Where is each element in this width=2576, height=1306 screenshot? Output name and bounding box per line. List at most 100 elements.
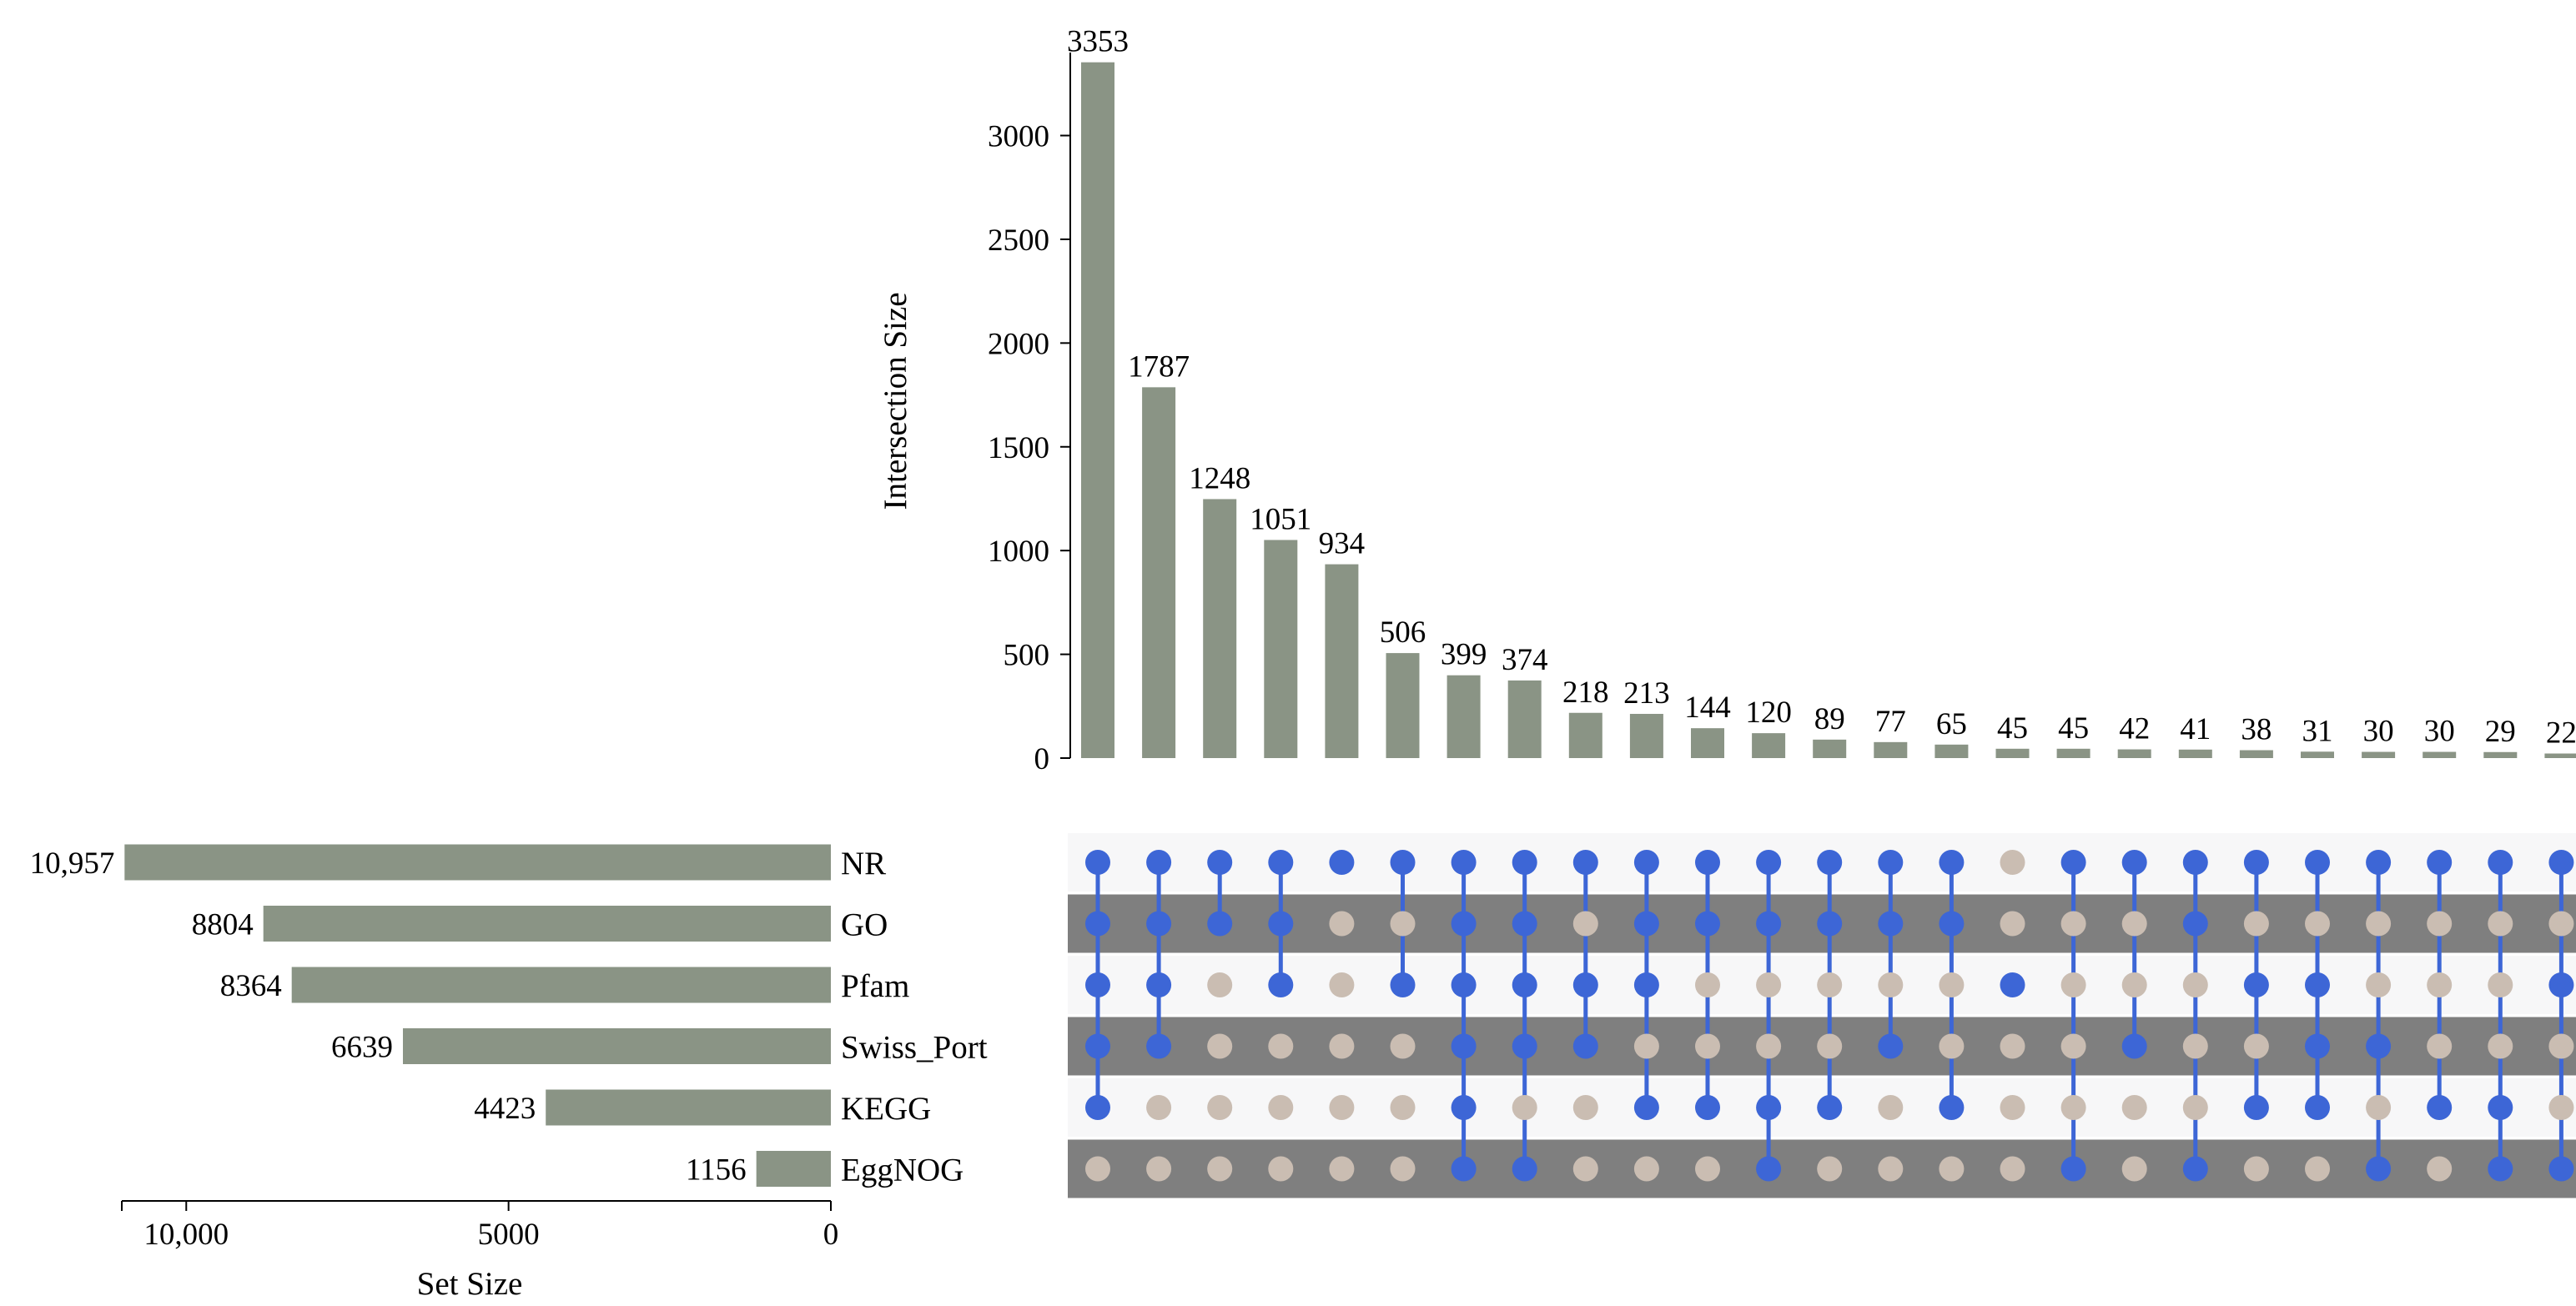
intersection-bar-label: 934 (1319, 527, 1366, 561)
matrix-dot-active (1633, 850, 1659, 875)
matrix-dot-inactive (1695, 1033, 1720, 1059)
matrix-background (1068, 833, 2576, 1198)
intersection-bar (1203, 499, 1237, 758)
matrix-dot-inactive (1695, 1156, 1720, 1182)
set-size-title: Set Size (417, 1266, 523, 1302)
matrix-dot-inactive (2121, 1156, 2147, 1182)
matrix-dot-active (1512, 1033, 1537, 1059)
matrix-dot-inactive (2488, 972, 2513, 997)
matrix-dot-active (1451, 850, 1477, 875)
matrix-dot-inactive (1329, 972, 1355, 997)
matrix-dot-active (2548, 850, 2574, 875)
matrix-dot-active (1146, 972, 1172, 997)
intersection-bar-label: 65 (1936, 707, 1967, 741)
intersection-bar (1935, 744, 1969, 758)
matrix-dot-active (1451, 911, 1477, 937)
set-size-bar (402, 1028, 832, 1064)
matrix-dot-inactive (2366, 911, 2392, 937)
matrix-dot-inactive (1939, 1156, 1965, 1182)
matrix-dot-inactive (1572, 1156, 1598, 1182)
intersection-bar (1264, 540, 1298, 758)
matrix-dot-inactive (2000, 850, 2025, 875)
matrix-dot-inactive (1756, 1033, 1782, 1059)
matrix-dot-inactive (2305, 911, 2330, 937)
set-size-label: 1156 (686, 1153, 747, 1188)
intersection-bar (1629, 714, 1663, 758)
intersection-bar (2239, 750, 2273, 758)
matrix-dot-active (2182, 850, 2208, 875)
matrix-dots (1085, 850, 2574, 1182)
matrix-dot-active (1572, 1033, 1598, 1059)
matrix-dot-active (1390, 972, 1416, 997)
intersection-bars (1081, 62, 2576, 758)
matrix-dot-inactive (2060, 1033, 2086, 1059)
matrix-dot-active (1878, 911, 1904, 937)
matrix-dot-inactive (2000, 1156, 2025, 1182)
matrix-dot-active (1451, 972, 1477, 997)
matrix-dot-active (1939, 850, 1965, 875)
matrix-dot-active (1512, 850, 1537, 875)
intersection-bar (2362, 751, 2396, 758)
matrix-dot-active (2366, 850, 2392, 875)
matrix-dot-active (2305, 1033, 2330, 1059)
intersection-bar-label: 29 (2485, 715, 2516, 749)
matrix-dot-active (2305, 1095, 2330, 1120)
matrix-dot-inactive (1512, 1095, 1537, 1120)
intersection-bar (1386, 653, 1420, 758)
set-name-label: EggNOG (841, 1153, 963, 1188)
intersection-bar-label: 45 (2058, 711, 2089, 746)
set-name-label: Swiss_Port (841, 1030, 988, 1066)
matrix-dot-active (2243, 1095, 2269, 1120)
matrix-dot-active (1695, 1095, 1720, 1120)
intersection-bar-label: 38 (2241, 713, 2272, 747)
matrix-dot-active (1939, 911, 1965, 937)
matrix-dot-active (1085, 1095, 1110, 1120)
matrix-dot-active (1512, 911, 1537, 937)
set-size-bar (756, 1151, 831, 1187)
matrix-dot-inactive (1878, 1156, 1904, 1182)
matrix-dot-inactive (2427, 911, 2453, 937)
matrix-dot-inactive (2366, 1095, 2392, 1120)
set-size-bar (124, 844, 831, 881)
matrix-dot-inactive (1146, 1156, 1172, 1182)
matrix-dot-inactive (1695, 972, 1720, 997)
matrix-dot-active (1756, 911, 1782, 937)
matrix-dot-inactive (2488, 1033, 2513, 1059)
set-size-bars (124, 844, 832, 1187)
matrix-dot-active (2305, 972, 2330, 997)
intersection-bar (1142, 387, 1176, 758)
matrix-dot-active (2060, 850, 2086, 875)
matrix-dot-active (1756, 850, 1782, 875)
matrix-dot-inactive (1085, 1156, 1110, 1182)
matrix-dot-active (2000, 972, 2025, 997)
matrix-dot-active (1817, 1095, 1843, 1120)
intersection-bar-label: 1248 (1189, 461, 1250, 495)
matrix-dot-inactive (1939, 1033, 1965, 1059)
matrix-dot-inactive (1207, 972, 1233, 997)
matrix-dot-inactive (2060, 972, 2086, 997)
intersection-bar-label: 22 (2546, 716, 2576, 751)
matrix-dot-inactive (2000, 1033, 2025, 1059)
matrix-dot-inactive (1633, 1156, 1659, 1182)
matrix-dot-active (1268, 911, 1294, 937)
intersection-bar (1691, 728, 1724, 758)
matrix-dot-inactive (1817, 972, 1843, 997)
set-size-bar (546, 1089, 831, 1126)
intersection-bar (2423, 751, 2457, 758)
intersection-bar (1995, 748, 2030, 758)
matrix-dot-active (1146, 911, 1172, 937)
matrix-dot-active (1756, 1156, 1782, 1182)
matrix-dot-active (2366, 1156, 2392, 1182)
intersection-bar (1813, 739, 1847, 758)
matrix-dot-active (1268, 850, 1294, 875)
matrix-dot-inactive (1329, 1156, 1355, 1182)
intersection-bar (2483, 751, 2518, 758)
matrix-dot-active (1207, 850, 1233, 875)
matrix-dot-active (2182, 1156, 2208, 1182)
intersection-bar-label: 3353 (1067, 25, 1129, 59)
matrix-dot-inactive (2000, 1095, 2025, 1120)
matrix-dot-active (2243, 972, 2269, 997)
matrix-dot-active (1451, 1033, 1477, 1059)
intersection-axis-tick-label: 2000 (988, 327, 1049, 361)
